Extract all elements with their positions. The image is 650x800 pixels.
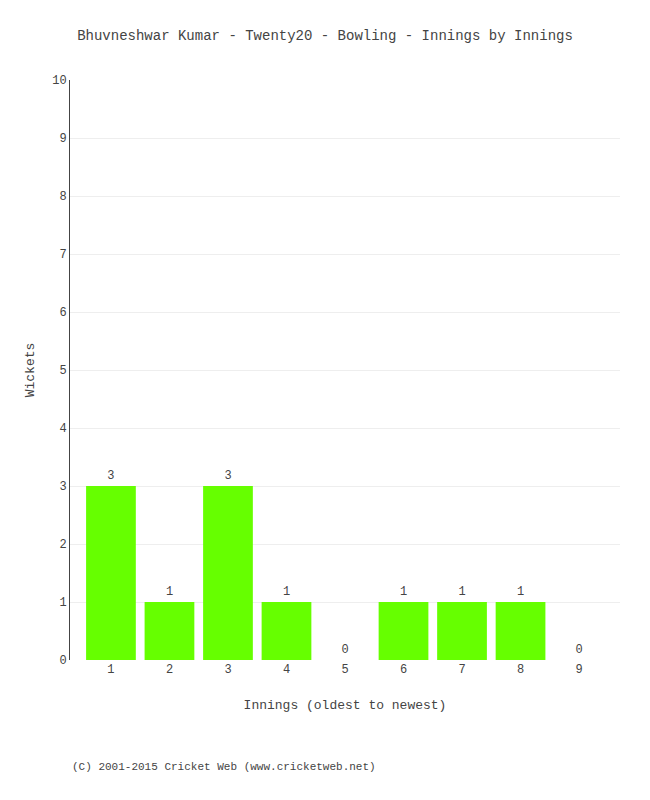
- svg-text:10: 10: [52, 74, 66, 88]
- svg-text:3: 3: [224, 663, 231, 677]
- svg-text:9: 9: [575, 663, 582, 677]
- svg-text:1: 1: [283, 585, 290, 599]
- svg-text:7: 7: [458, 663, 465, 677]
- svg-text:Innings (oldest to newest): Innings (oldest to newest): [244, 698, 447, 713]
- svg-text:7: 7: [59, 248, 66, 262]
- svg-text:1: 1: [107, 663, 114, 677]
- svg-text:0: 0: [341, 643, 348, 657]
- svg-text:1: 1: [166, 585, 173, 599]
- svg-text:6: 6: [59, 306, 66, 320]
- svg-text:9: 9: [59, 132, 66, 146]
- svg-text:1: 1: [400, 585, 407, 599]
- svg-text:3: 3: [107, 469, 114, 483]
- svg-text:3: 3: [224, 469, 231, 483]
- svg-text:1: 1: [517, 585, 524, 599]
- svg-text:2: 2: [59, 538, 66, 552]
- svg-text:8: 8: [59, 190, 66, 204]
- svg-text:(C) 2001-2015 Cricket Web (www: (C) 2001-2015 Cricket Web (www.cricketwe…: [72, 761, 376, 773]
- svg-text:Wickets: Wickets: [23, 343, 38, 398]
- svg-text:5: 5: [59, 364, 66, 378]
- svg-text:1: 1: [59, 596, 66, 610]
- svg-text:2: 2: [166, 663, 173, 677]
- svg-text:6: 6: [400, 663, 407, 677]
- svg-text:3: 3: [59, 480, 66, 494]
- svg-text:1: 1: [458, 585, 465, 599]
- svg-text:0: 0: [59, 654, 66, 668]
- svg-text:4: 4: [283, 663, 290, 677]
- svg-text:5: 5: [341, 663, 348, 677]
- svg-text:4: 4: [59, 422, 66, 436]
- svg-text:Bhuvneshwar Kumar - Twenty20 -: Bhuvneshwar Kumar - Twenty20 - Bowling -…: [77, 28, 573, 44]
- svg-text:8: 8: [517, 663, 524, 677]
- svg-text:0: 0: [575, 643, 582, 657]
